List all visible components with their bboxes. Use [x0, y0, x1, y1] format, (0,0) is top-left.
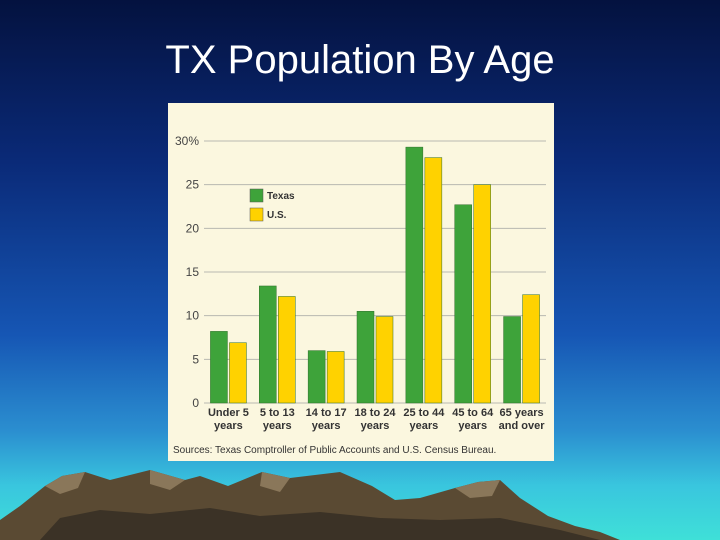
bar-texas	[503, 316, 521, 404]
chart-panel: 0 5 10 15 20 25 30% Under 5 years 5 to 13 years 14…	[168, 103, 554, 461]
x-tick-label: years	[263, 420, 292, 432]
bar-texas	[454, 204, 472, 404]
bar-texas	[210, 331, 228, 404]
legend-label: U.S.	[267, 210, 287, 221]
x-tick-label: 25 to 44	[403, 407, 445, 419]
bar-u-s	[375, 316, 394, 404]
y-tick-label: 10	[186, 309, 200, 323]
gridlines	[204, 140, 546, 404]
legend-swatch	[249, 207, 264, 222]
mountain-range-decoration	[0, 470, 620, 540]
bar-texas	[307, 350, 326, 404]
y-axis-ticks: 0 5 10 15 20 25 30%	[175, 134, 199, 410]
bar-texas	[356, 311, 375, 404]
y-tick-label: 5	[192, 352, 199, 366]
x-tick-label: 14 to 17	[306, 407, 347, 419]
slide-title: TX Population By Age	[165, 38, 555, 82]
x-tick-label: 18 to 24	[355, 407, 397, 419]
y-tick-label: 0	[192, 396, 199, 410]
bar-u-s	[424, 157, 443, 404]
bar-texas	[405, 146, 424, 404]
x-tick-label: years	[361, 420, 390, 432]
x-tick-label: 45 to 64	[452, 407, 494, 419]
bar-u-s	[522, 294, 540, 404]
bars	[210, 146, 540, 404]
bar-texas	[259, 285, 277, 404]
bar-u-s	[473, 184, 491, 404]
x-tick-label: 65 years	[500, 407, 544, 419]
bar-u-s	[229, 342, 247, 404]
y-tick-label: 25	[186, 178, 200, 192]
legend-label: Texas	[267, 191, 295, 202]
bar-u-s	[326, 351, 345, 404]
x-tick-label: years	[458, 420, 487, 432]
x-tick-label: years	[409, 420, 438, 432]
y-tick-label: 30%	[175, 134, 199, 148]
x-tick-label: years	[214, 420, 243, 432]
x-tick-label: years	[312, 420, 341, 432]
x-tick-label: and over	[499, 420, 546, 432]
y-tick-label: 20	[186, 221, 200, 235]
bar-u-s	[278, 296, 296, 404]
x-tick-label: Under 5	[208, 407, 249, 419]
legend: Texas U.S.	[249, 188, 295, 222]
chart-source: Sources: Texas Comptroller of Public Acc…	[173, 445, 496, 456]
legend-swatch	[249, 188, 264, 203]
y-tick-label: 15	[186, 265, 200, 279]
x-tick-label: 5 to 13	[260, 407, 295, 419]
